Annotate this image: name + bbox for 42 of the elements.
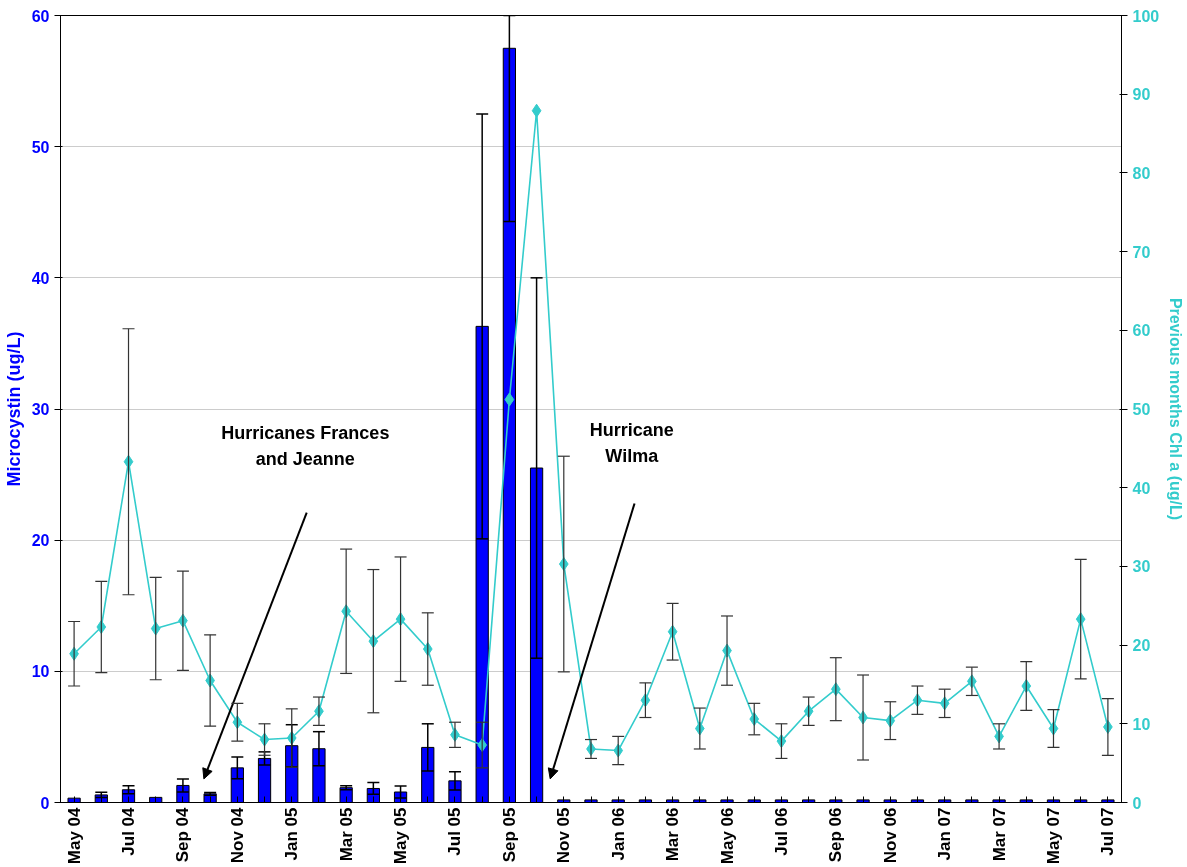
x-tick-label: Nov 04 xyxy=(227,806,247,864)
x-tick-label: May 06 xyxy=(717,807,737,865)
x-tick-label: Mar 06 xyxy=(663,807,683,862)
annotation: Hurricanes Frances and Jeanne xyxy=(221,422,390,469)
y-tick-label: 20 xyxy=(31,532,50,550)
x-tick-label: Sep 06 xyxy=(826,807,846,863)
annotation: Hurricane Wilma xyxy=(589,420,674,467)
y-tick-label: 50 xyxy=(31,138,50,156)
y2-tick-label: 10 xyxy=(1132,715,1151,733)
y-axis-title: Microcystin (ug/L) xyxy=(3,331,24,487)
x-tick-label: Jan 05 xyxy=(282,807,302,861)
x-tick-label: May 05 xyxy=(391,807,411,865)
x-tick-label: Jul 07 xyxy=(1098,807,1118,856)
y2-tick-label: 60 xyxy=(1132,322,1151,340)
y2-axis-title: Previous months Chl a (ug/L) xyxy=(1167,297,1185,521)
x-tick-label: Mar 07 xyxy=(989,807,1009,862)
y2-tick-label: 20 xyxy=(1132,637,1151,655)
y2-tick-label: 30 xyxy=(1132,558,1151,576)
y2-tick-label: 100 xyxy=(1132,7,1160,25)
y-tick-label: 30 xyxy=(31,401,50,418)
y-tick-label: 60 xyxy=(31,7,50,25)
x-tick-label: May 07 xyxy=(1043,807,1063,865)
y2-tick-label: 70 xyxy=(1132,243,1151,261)
y-tick-label: 0 xyxy=(40,794,50,812)
y-tick-label: 40 xyxy=(31,269,50,287)
y2-tick-label: 50 xyxy=(1132,401,1151,418)
x-tick-label: Jul 06 xyxy=(771,807,791,856)
x-tick-label: Jul 04 xyxy=(119,806,139,856)
x-tick-label: Jan 07 xyxy=(935,807,955,861)
x-tick-label: Nov 06 xyxy=(880,807,900,864)
x-tick-label: Jul 05 xyxy=(445,807,465,856)
x-tick-label: May 04 xyxy=(64,806,84,865)
x-tick-label: Jan 06 xyxy=(608,807,628,861)
y2-tick-label: 90 xyxy=(1132,86,1151,104)
x-tick-label: Mar 05 xyxy=(336,807,356,862)
y2-tick-label: 40 xyxy=(1132,479,1151,497)
y-tick-label: 10 xyxy=(31,663,50,681)
x-tick-label: Sep 04 xyxy=(173,806,193,863)
y2-tick-label: 0 xyxy=(1132,794,1142,812)
x-tick-label: Sep 05 xyxy=(499,807,519,863)
y2-tick-label: 80 xyxy=(1132,164,1151,182)
x-tick-label: Nov 05 xyxy=(554,807,574,864)
